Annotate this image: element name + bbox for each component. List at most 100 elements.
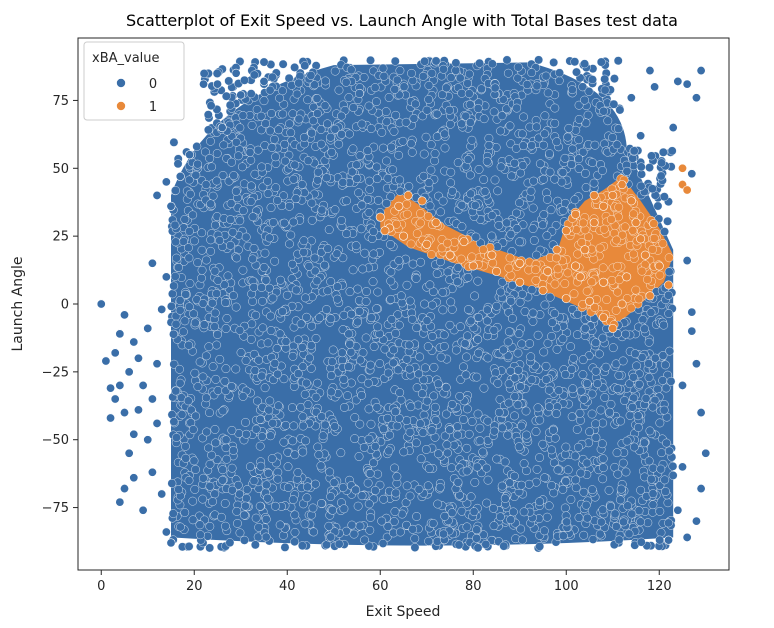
scatter-point	[508, 507, 518, 517]
y-tick-label: −25	[42, 365, 69, 380]
scatter-point	[263, 338, 273, 348]
scatter-point	[273, 369, 283, 379]
scatter-point	[603, 116, 613, 126]
scatter-point	[542, 512, 552, 522]
scatter-point	[402, 209, 412, 219]
scatter-point	[257, 371, 267, 381]
scatter-point	[558, 484, 568, 494]
scatter-point	[574, 513, 584, 522]
scatter-point-series-0	[236, 90, 246, 100]
scatter-point	[581, 500, 591, 510]
scatter-point	[172, 253, 181, 263]
scatter-point	[312, 378, 322, 388]
scatter-point	[567, 364, 577, 374]
legend-label-1: 1	[149, 100, 157, 115]
scatter-point-series-0	[138, 380, 148, 390]
scatter-point	[288, 495, 298, 505]
scatter-point	[220, 521, 230, 531]
scatter-point	[339, 504, 349, 514]
scatter-point	[364, 499, 374, 509]
scatter-point	[412, 229, 422, 239]
scatter-point	[513, 73, 523, 83]
scatter-point	[562, 517, 572, 527]
scatter-point	[479, 383, 489, 393]
scatter-point	[352, 174, 362, 183]
scatter-point	[392, 472, 402, 482]
scatter-point	[610, 509, 620, 519]
scatter-point	[190, 485, 200, 494]
scatter-point	[515, 237, 525, 247]
scatter-point	[233, 151, 243, 161]
scatter-point	[516, 480, 526, 490]
scatter-point-series-0	[120, 408, 130, 418]
scatter-point	[666, 376, 676, 386]
scatter-point	[599, 106, 609, 116]
scatter-point	[344, 129, 354, 139]
scatter-point	[664, 290, 673, 300]
scatter-point	[281, 420, 291, 430]
scatter-point	[168, 509, 178, 519]
scatter-point-series-0	[691, 359, 701, 369]
scatter-point	[541, 375, 551, 384]
scatter-point	[351, 241, 361, 251]
scatter-point-series-1	[677, 163, 687, 173]
scatter-point	[539, 526, 549, 536]
scatter-point	[503, 337, 513, 347]
scatter-point	[456, 254, 466, 264]
scatter-point	[313, 442, 323, 452]
scatter-point	[290, 510, 300, 520]
scatter-point	[510, 392, 520, 402]
scatter-point	[303, 482, 312, 492]
scatter-point	[490, 83, 500, 93]
scatter-point	[598, 263, 608, 273]
scatter-point	[535, 541, 545, 551]
scatter-point	[443, 448, 452, 458]
scatter-point	[171, 186, 180, 195]
scatter-point	[355, 89, 364, 98]
scatter-point	[589, 178, 599, 188]
scatter-point	[467, 135, 477, 145]
scatter-point	[307, 215, 317, 225]
scatter-point	[619, 517, 628, 527]
scatter-point	[620, 222, 630, 232]
scatter-point	[587, 277, 597, 287]
scatter-point	[436, 352, 446, 362]
scatter-point	[570, 195, 580, 205]
scatter-point	[232, 253, 242, 263]
scatter-point	[226, 199, 236, 208]
scatter-point	[368, 458, 378, 468]
scatter-point	[365, 185, 375, 194]
scatter-point	[302, 312, 312, 322]
scatter-point	[232, 506, 242, 516]
scatter-point	[391, 488, 401, 498]
scatter-point	[183, 396, 193, 406]
scatter-point	[568, 144, 578, 154]
scatter-point	[660, 360, 670, 370]
scatter-point	[175, 378, 185, 388]
scatter-point	[462, 404, 472, 414]
scatter-point	[545, 167, 555, 177]
scatter-point	[567, 412, 577, 422]
scatter-point	[404, 340, 414, 350]
scatter-point	[451, 58, 461, 68]
scatter-point	[240, 75, 249, 85]
scatter-point	[574, 114, 584, 124]
scatter-point	[317, 205, 327, 215]
scatter-point	[249, 243, 259, 253]
scatter-point	[372, 162, 382, 172]
scatter-point	[221, 91, 231, 101]
scatter-point	[393, 310, 403, 320]
scatter-point	[572, 67, 581, 77]
scatter-point	[312, 109, 322, 118]
scatter-point-series-1	[636, 234, 646, 244]
scatter-point-series-0	[129, 337, 139, 347]
scatter-point-series-1	[422, 239, 432, 249]
scatter-point	[266, 109, 276, 118]
scatter-point	[466, 189, 476, 199]
scatter-point	[294, 78, 304, 88]
scatter-point	[266, 326, 276, 335]
scatter-point	[649, 219, 659, 229]
scatter-point	[616, 484, 626, 494]
scatter-point	[615, 495, 625, 505]
scatter-point	[560, 369, 570, 379]
